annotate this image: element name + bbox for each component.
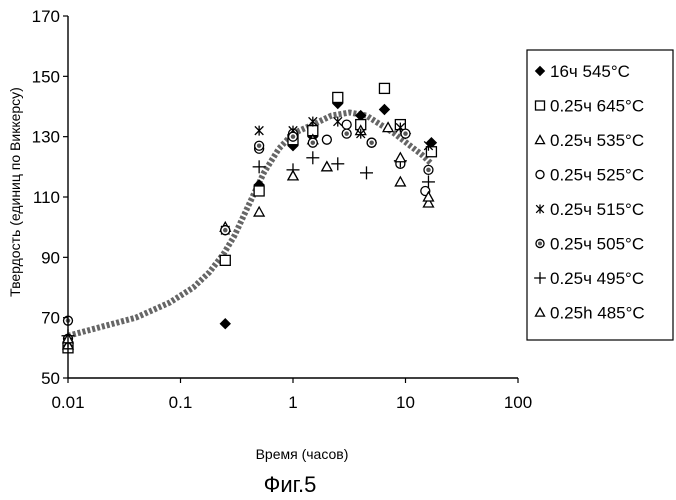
trend-line xyxy=(68,113,431,336)
data-point-series-7 xyxy=(306,151,319,164)
data-point-series-8 xyxy=(322,162,332,171)
legend-entry: 0.25ч 645°C xyxy=(536,97,645,116)
x-tick-label: 100 xyxy=(504,393,532,412)
legend-entry: 0.25ч 535°C xyxy=(536,131,645,150)
data-point-series-2 xyxy=(379,83,389,93)
data-point-series-2 xyxy=(254,186,264,196)
legend-entry: 0.25ч 515°C xyxy=(536,200,644,219)
x-axis-label: Время (часов) xyxy=(256,446,349,462)
data-point-series-1 xyxy=(379,105,389,115)
legend-label: 0.25ч 535°C xyxy=(550,131,644,150)
data-point-series-8 xyxy=(395,153,405,162)
plot-frame xyxy=(63,16,518,383)
legend-marker xyxy=(536,136,545,144)
data-point-series-3 xyxy=(254,207,264,216)
data-point-series-5 xyxy=(334,117,343,127)
legend-label: 0.25ч 505°C xyxy=(550,235,644,254)
data-point-series-2 xyxy=(333,92,343,102)
data-point-series-6 xyxy=(367,138,376,147)
y-tick-label: 170 xyxy=(32,7,60,26)
legend-entry: 0.25h 485°C xyxy=(536,304,645,323)
tick-labels: 5070901101301501700.010.1110100 xyxy=(32,7,533,412)
trend-layer xyxy=(68,113,431,336)
legend-marker xyxy=(536,239,544,247)
legend-box xyxy=(527,50,673,340)
data-point-series-4 xyxy=(342,120,351,129)
legend-entry: 0.25ч 505°C xyxy=(536,235,644,254)
data-point-series-6 xyxy=(424,165,433,174)
data-point-series-6 xyxy=(308,138,317,147)
y-tick-label: 130 xyxy=(32,128,60,147)
legend-label: 0.25ч 645°C xyxy=(550,97,644,116)
x-tick-label: 1 xyxy=(288,393,297,412)
y-tick-label: 70 xyxy=(41,309,60,328)
points-layer xyxy=(62,83,437,352)
legend-entry: 16ч 545°C xyxy=(536,62,630,81)
data-point-series-6 xyxy=(221,226,230,235)
y-tick-label: 90 xyxy=(41,248,60,267)
figure-caption: Фиг.5 xyxy=(264,472,317,497)
data-point-series-1 xyxy=(220,319,230,329)
legend-marker xyxy=(534,272,546,284)
y-tick-label: 150 xyxy=(32,67,60,86)
data-point-series-6 xyxy=(289,132,298,141)
data-point-series-2 xyxy=(220,255,230,265)
legend-label: 0.25ч 515°C xyxy=(550,200,644,219)
legend-entry: 0.25ч 525°C xyxy=(536,166,644,185)
y-axis-label: Твердость (единиц по Виккерсу) xyxy=(7,87,23,297)
x-tick-label: 0.01 xyxy=(51,393,84,412)
legend: 16ч 545°C 0.25ч 645°C 0.25ч 535°C 0.25ч 525… xyxy=(527,50,673,340)
x-tick-label: 0.1 xyxy=(169,393,193,412)
y-tick-label: 110 xyxy=(33,188,60,207)
y-tick-label: 50 xyxy=(41,369,60,388)
legend-label: 0.25h 485°C xyxy=(550,304,645,323)
data-point-series-5 xyxy=(255,126,264,136)
legend-label: 16ч 545°C xyxy=(550,62,630,81)
data-point-series-3 xyxy=(383,123,393,132)
data-point-series-3 xyxy=(395,177,405,186)
data-point-series-8 xyxy=(288,171,298,180)
data-point-series-7 xyxy=(360,166,373,179)
x-tick-label: 10 xyxy=(396,393,415,412)
data-point-series-6 xyxy=(255,141,264,150)
data-point-series-7 xyxy=(331,157,344,170)
data-point-series-6 xyxy=(342,129,351,138)
data-point-series-4 xyxy=(322,135,331,144)
legend-label: 0.25ч 495°C xyxy=(550,269,644,288)
legend-marker xyxy=(536,205,544,214)
legend-label: 0.25ч 525°C xyxy=(550,166,644,185)
data-point-series-6 xyxy=(401,129,410,138)
legend-marker xyxy=(536,67,545,76)
legend-marker xyxy=(536,170,544,178)
legend-entry: 0.25ч 495°C xyxy=(534,269,644,288)
legend-marker xyxy=(536,308,545,316)
legend-marker xyxy=(536,101,545,110)
